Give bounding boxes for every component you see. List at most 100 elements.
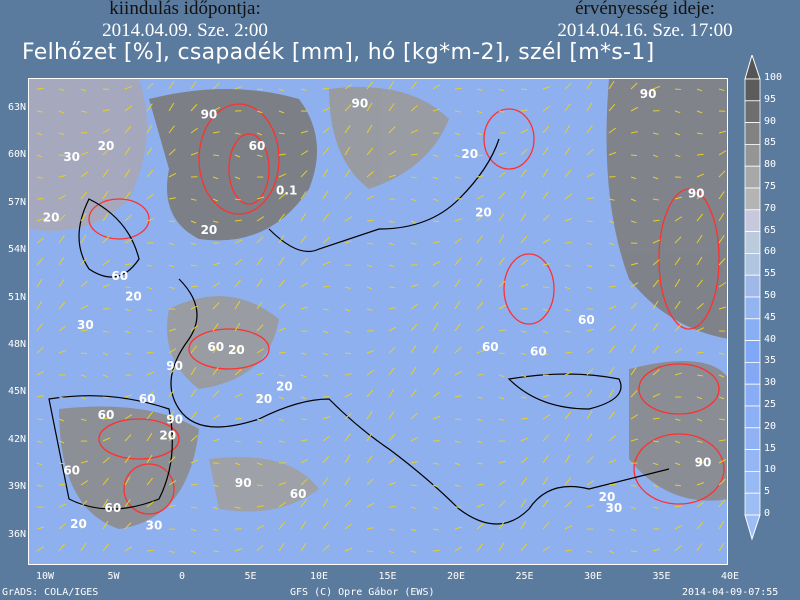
wind-barb xyxy=(564,193,573,200)
colorbar-label: 30 xyxy=(764,377,777,389)
wind-barb xyxy=(498,500,506,508)
wind-barb xyxy=(278,303,286,310)
wind-barb xyxy=(278,542,285,552)
wind-barb xyxy=(102,148,110,156)
wind-barb xyxy=(630,154,638,157)
colorbar-swatch xyxy=(744,122,761,145)
wind-barb xyxy=(652,506,659,509)
wind-barb xyxy=(322,127,330,134)
wind-barb xyxy=(256,110,263,114)
wind-barb xyxy=(476,175,484,178)
wind-barb xyxy=(652,484,659,488)
wind-barb xyxy=(278,132,285,135)
wind-barb xyxy=(410,344,417,354)
wind-barb xyxy=(366,455,373,464)
wind-barb xyxy=(80,88,87,92)
wind-barb xyxy=(234,132,241,135)
wind-barb xyxy=(608,264,615,267)
wind-barb xyxy=(608,435,616,442)
wind-barb xyxy=(630,367,637,376)
colorbar-label: 5 xyxy=(764,486,771,498)
lon-label: 40E xyxy=(720,571,740,582)
wind-barb xyxy=(586,504,595,508)
wind-barb xyxy=(146,330,153,333)
wind-barb xyxy=(388,286,396,289)
wind-barb xyxy=(564,82,572,90)
wind-barb xyxy=(410,303,419,310)
wind-barb xyxy=(102,212,109,222)
wind-barb xyxy=(696,542,703,552)
wind-barb xyxy=(498,352,506,355)
colorbar-swatch xyxy=(744,231,761,254)
wind-barb xyxy=(80,460,89,464)
wind-barb xyxy=(256,484,264,487)
wind-barb xyxy=(630,282,639,288)
wind-barb xyxy=(388,528,395,531)
wind-barb xyxy=(344,352,352,355)
wind-barb xyxy=(608,483,616,486)
wind-barb xyxy=(256,324,264,332)
wind-barb xyxy=(410,198,417,202)
wind-barb xyxy=(256,132,263,136)
wind-barb xyxy=(388,242,395,246)
wind-barb xyxy=(652,322,659,332)
wind-barb xyxy=(344,392,353,398)
wind-barb xyxy=(300,352,307,356)
valid-time-value: 2014.04.16. Sze. 17:00 xyxy=(557,20,733,41)
wind-barb xyxy=(454,546,463,552)
wind-barb xyxy=(454,440,461,444)
lon-label: 10E xyxy=(309,571,329,582)
wind-barb xyxy=(520,330,527,333)
cloud-area-north-sea xyxy=(149,89,317,241)
wind-barb xyxy=(256,88,264,91)
wind-barb xyxy=(520,417,528,420)
wind-barb xyxy=(80,171,88,178)
wind-barb xyxy=(212,131,220,134)
wind-barb xyxy=(608,285,616,288)
wind-barb xyxy=(388,367,395,376)
wind-barb xyxy=(146,391,154,398)
wind-barb xyxy=(520,437,529,442)
wind-barb xyxy=(476,154,484,157)
wind-barb xyxy=(432,301,439,310)
wind-barb xyxy=(168,328,177,332)
contour-label: 20 xyxy=(159,429,176,443)
wind-barb xyxy=(278,396,285,400)
wind-barb xyxy=(520,169,527,178)
wind-barb xyxy=(388,410,395,420)
wind-barb xyxy=(344,330,351,334)
wind-barb xyxy=(124,330,131,334)
wind-barb xyxy=(476,132,483,136)
wind-barb xyxy=(234,219,242,222)
wind-barb xyxy=(608,411,615,420)
wind-barb xyxy=(674,524,683,530)
wind-barb xyxy=(58,350,67,354)
colorbar-swatch xyxy=(744,318,761,341)
wind-barb xyxy=(498,234,505,244)
wind-barb xyxy=(586,148,594,156)
wind-barb xyxy=(718,88,725,92)
cloud-area-scandinavia xyxy=(329,87,449,189)
wind-barb xyxy=(256,216,265,222)
wind-barb xyxy=(674,301,681,310)
wind-barb xyxy=(102,128,111,134)
wind-barb xyxy=(278,501,287,508)
wind-barb xyxy=(388,346,396,354)
colorbar-label: 15 xyxy=(764,442,777,454)
wind-barb xyxy=(36,154,43,158)
wind-barb xyxy=(344,104,352,112)
contour-label: 90 xyxy=(688,187,705,201)
contour-label: 30 xyxy=(77,318,94,332)
wind-barb xyxy=(718,439,726,442)
wind-barb xyxy=(124,191,131,200)
wind-barb xyxy=(498,110,505,113)
wind-barb xyxy=(36,395,44,398)
lon-label: 20E xyxy=(446,571,466,582)
wind-barb xyxy=(102,235,110,244)
coastlines xyxy=(48,138,670,525)
wind-barb xyxy=(718,170,726,178)
wind-barb xyxy=(190,528,197,532)
wind-barb xyxy=(476,418,483,422)
wind-barb xyxy=(630,131,638,134)
